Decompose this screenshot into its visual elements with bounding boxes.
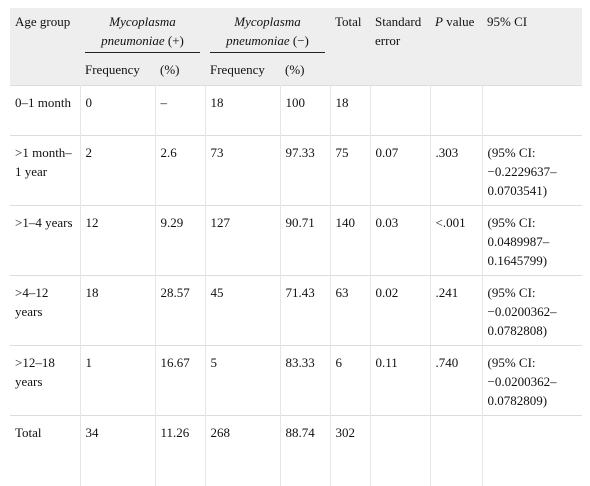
table-cell: 18 — [330, 85, 371, 136]
table-cell: – — [155, 85, 206, 136]
group-header: Mycoplasma pneumoniae (−) — [210, 12, 325, 53]
table-cell: 6 — [330, 345, 371, 416]
table-cell: Total — [10, 415, 81, 486]
subheader-cell: (%) — [280, 57, 330, 86]
table-cell: .303 — [430, 135, 483, 206]
table-row: >1 month–1 year 2 2.6 73 97.33 75 0.07.303 (95%… — [10, 135, 582, 206]
table-cell: (95% CI: −0.2229637–0.0703541) — [482, 135, 582, 206]
table-cell: >4–12 years — [10, 275, 81, 346]
table-cell — [482, 415, 582, 486]
table-cell — [482, 85, 582, 136]
table-cell: 0–1 month — [10, 85, 81, 136]
table-cell — [430, 415, 483, 486]
table-cell: 140 — [330, 205, 371, 276]
page: {"header": { "age_group": "Age group", "… — [10, 8, 582, 486]
table-cell: 16.67 — [155, 345, 206, 416]
table-head: Age group Mycoplasma pneumoniae (+) Myco… — [10, 8, 582, 86]
table-cell: 83.33 — [280, 345, 331, 416]
species: Mycoplasma pneumoniae — [226, 14, 301, 48]
header-cell: Total — [330, 8, 370, 86]
table-cell: >12–18 years — [10, 345, 81, 416]
table-cell: 302 — [330, 415, 371, 486]
header-cell: Age group — [10, 8, 80, 86]
sign: (+) — [167, 33, 184, 48]
table-cell: 45 — [205, 275, 281, 346]
table-cell: 34 — [80, 415, 156, 486]
table-cell: 2 — [80, 135, 156, 206]
table-cell: 18 — [205, 85, 281, 136]
sign: (−) — [292, 33, 309, 48]
table-cell: .740 — [430, 345, 483, 416]
header-cell: 95% CI — [482, 8, 582, 86]
group-header: Mycoplasma pneumoniae (+) — [85, 12, 200, 53]
table-cell: 71.43 — [280, 275, 331, 346]
table-cell: 73 — [205, 135, 281, 206]
subheader-cell: Frequency — [80, 57, 155, 86]
header-cell: Mycoplasma pneumoniae (+) — [80, 8, 205, 57]
table-cell: 9.29 — [155, 205, 206, 276]
table-cell: 0.11 — [370, 345, 431, 416]
table-row: >4–12 years 18 28.57 45 71.43 63 0.02.241 (95% … — [10, 275, 582, 346]
table-body: 0–1 month 0–18 100 18 >1 month–1 year 2 2.6 73 9… — [10, 85, 582, 486]
table-cell: 1 — [80, 345, 156, 416]
table-cell: .241 — [430, 275, 483, 346]
header-cell: P value — [430, 8, 482, 86]
table-cell — [430, 85, 483, 136]
table-cell: <.001 — [430, 205, 483, 276]
table-cell — [370, 85, 431, 136]
table-cell: 2.6 — [155, 135, 206, 206]
table-row: Total 34 11.26 268 88.74 302 — [10, 415, 582, 486]
table-cell: (95% CI: −0.0200362–0.0782809) — [482, 345, 582, 416]
table-cell: >1–4 years — [10, 205, 81, 276]
table-cell: 268 — [205, 415, 281, 486]
table-cell: 12 — [80, 205, 156, 276]
table-cell — [370, 415, 431, 486]
table-cell: 18 — [80, 275, 156, 346]
table-cell: >1 month–1 year — [10, 135, 81, 206]
table-cell: (95% CI: −0.0200362–0.0782808) — [482, 275, 582, 346]
table-cell: 63 — [330, 275, 371, 346]
table-cell: 0 — [80, 85, 156, 136]
table-cell: 5 — [205, 345, 281, 416]
header-cell: Mycoplasma pneumoniae (−) — [205, 8, 330, 57]
species: Mycoplasma pneumoniae — [101, 14, 176, 48]
header-cell: Standard error — [370, 8, 430, 86]
table-cell: 90.71 — [280, 205, 331, 276]
table-cell: 0.07 — [370, 135, 431, 206]
table-row: >1–4 years 12 9.29 127 90.71 140 0.03 <.001 (95%… — [10, 205, 582, 276]
subheader-row: Frequency (%) Frequency (%) — [10, 57, 582, 86]
p-word: value — [446, 14, 475, 29]
table-cell: 100 — [280, 85, 331, 136]
subheader-cell: Frequency — [205, 57, 280, 86]
table-cell: 75 — [330, 135, 371, 206]
table-row: 0–1 month 0–18 100 18 — [10, 85, 582, 136]
table-cell: 28.57 — [155, 275, 206, 346]
table-cell: 97.33 — [280, 135, 331, 206]
table-cell: 88.74 — [280, 415, 331, 486]
table-cell: 0.02 — [370, 275, 431, 346]
table-cell: 11.26 — [155, 415, 206, 486]
table-wrap: Age group Mycoplasma pneumoniae (+) Myco… — [10, 8, 582, 486]
table-cell: 127 — [205, 205, 281, 276]
p-letter: P — [435, 14, 443, 29]
subheader-cell: (%) — [155, 57, 205, 86]
table-row: >12–18 years 1 16.67 5 83.33 6 0.11.740 (95% CI… — [10, 345, 582, 416]
table-cell: (95% CI: 0.0489987–0.1645799) — [482, 205, 582, 276]
data-table: Age group Mycoplasma pneumoniae (+) Myco… — [10, 8, 582, 486]
table-cell: 0.03 — [370, 205, 431, 276]
